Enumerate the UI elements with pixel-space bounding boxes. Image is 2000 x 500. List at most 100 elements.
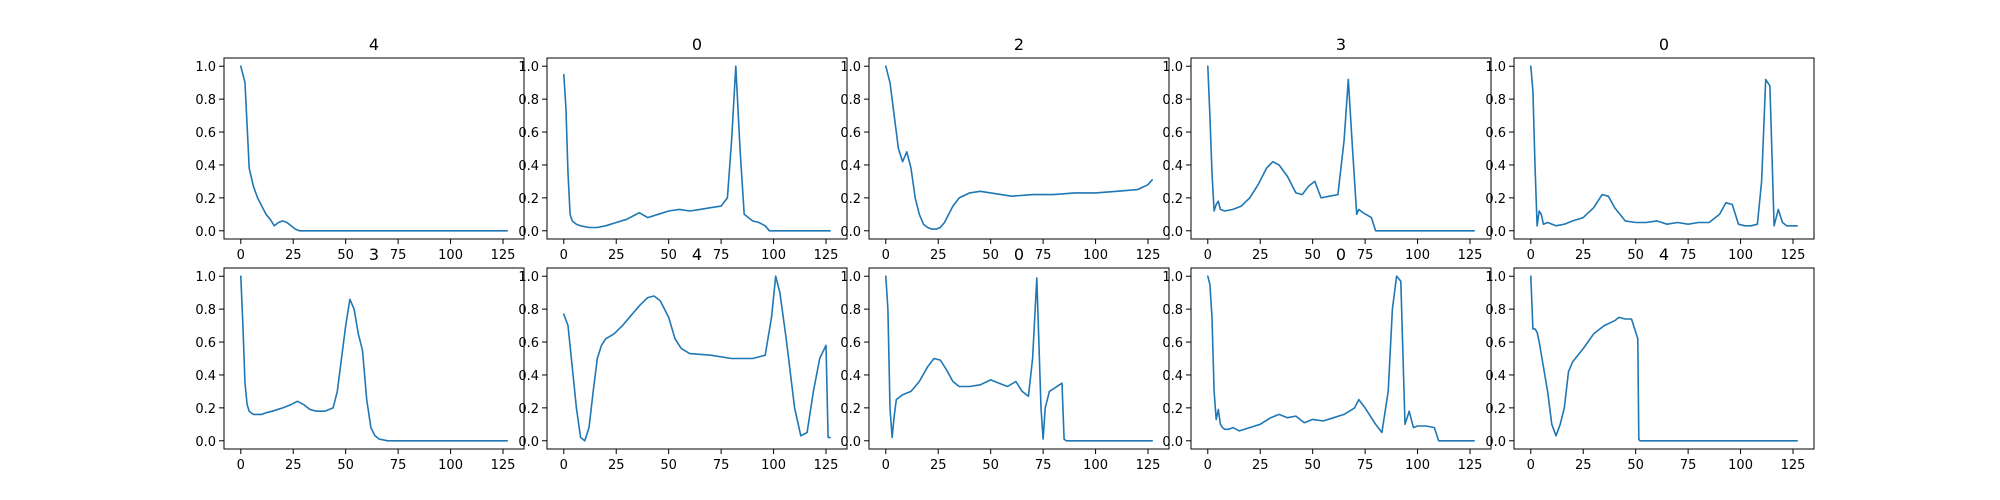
y-tick-label: 0.0 [195,435,216,450]
x-tick-label: 100 [1083,458,1108,473]
subplot-6: 3 0 25 50 75 100 125 0.0 0.2 0.4 0.6 0.8 1.0 [195,245,525,473]
y-tick-label: 0.2 [518,402,539,417]
x-tick-label: 25 [930,248,947,263]
x-tick-label: 50 [660,248,677,263]
y-tick-label: 0.2 [1485,192,1506,207]
x-tick-label: 75 [1035,458,1052,473]
x-tick-label: 75 [390,248,407,263]
y-tick-label: 0.0 [195,225,216,240]
y-tick-label: 0.2 [1485,402,1506,417]
x-tick-label: 75 [1035,248,1052,263]
subplot-title: 2 [1014,35,1024,54]
x-tick-label: 0 [882,458,890,473]
y-tick-label: 0.4 [518,369,539,384]
y-tick-label: 0.4 [1485,369,1506,384]
axes-frame [223,267,525,450]
x-tick-label: 125 [814,458,839,473]
x-tick-label: 100 [1405,248,1430,263]
x-tick-label: 100 [438,248,463,263]
x-tick-label: 100 [438,458,463,473]
y-tick-label: 0.6 [840,336,861,351]
y-tick-label: 0.4 [518,159,539,174]
subplot-title: 0 [692,35,702,54]
subplot-5: 0 0 25 50 75 100 125 0.0 0.2 0.4 0.6 0.8 1.0 [1485,35,1815,263]
x-tick-label: 125 [814,248,839,263]
subplot-title: 3 [369,245,379,264]
axes-frame [546,57,848,240]
y-tick-label: 0.6 [518,126,539,141]
x-tick-label: 50 [660,458,677,473]
y-tick-label: 0.8 [518,303,539,318]
series-line [562,275,832,442]
y-tick-label: 0.2 [1162,402,1183,417]
y-tick-label: 0.8 [840,303,861,318]
y-tick-label: 0.8 [195,93,216,108]
subplot-8: 0 0 25 50 75 100 125 0.0 0.2 0.4 0.6 0.8 1.0 [840,245,1170,473]
x-tick-label: 25 [1252,458,1269,473]
subplot-10: 4 0 25 50 75 100 125 0.0 0.2 0.4 0.6 0.8 1.0 [1485,245,1815,473]
x-tick-label: 75 [713,458,730,473]
y-tick-label: 0.8 [195,303,216,318]
y-tick-label: 0.6 [1162,336,1183,351]
x-tick-label: 0 [1204,458,1212,473]
y-tick-label: 0.8 [1162,303,1183,318]
x-tick-label: 100 [1728,248,1753,263]
y-tick-label: 0.4 [195,369,216,384]
series-line [884,275,1153,442]
subplot-title: 0 [1014,245,1024,264]
y-tick-label: 0.0 [518,435,539,450]
x-tick-label: 50 [1304,458,1321,473]
x-tick-label: 25 [1575,458,1592,473]
series-line [240,65,509,232]
x-tick-label: 0 [560,458,568,473]
y-tick-label: 1.0 [1485,270,1506,285]
y-tick-label: 0.4 [1485,159,1506,174]
x-tick-label: 50 [982,458,999,473]
x-tick-label: 100 [1405,458,1430,473]
x-tick-label: 25 [1252,248,1269,263]
y-tick-label: 0.4 [1162,369,1183,384]
x-tick-label: 0 [237,248,245,263]
y-tick-label: 1.0 [1162,270,1183,285]
series-line [562,65,832,232]
x-tick-label: 50 [337,458,354,473]
y-tick-label: 0.0 [840,435,861,450]
x-tick-label: 100 [1083,248,1108,263]
x-tick-label: 75 [1680,458,1697,473]
y-tick-label: 0.6 [518,336,539,351]
series-line [1207,275,1475,442]
y-tick-label: 1.0 [518,60,539,75]
subplot-2: 0 0 25 50 75 100 125 0.0 0.2 0.4 0.6 0.8 1.0 [518,35,848,263]
x-tick-label: 100 [1728,458,1753,473]
x-tick-label: 75 [1357,248,1374,263]
y-tick-label: 1.0 [518,270,539,285]
y-tick-label: 0.4 [195,159,216,174]
y-tick-label: 0.6 [1162,126,1183,141]
x-tick-label: 125 [1136,458,1161,473]
x-tick-label: 125 [491,248,516,263]
y-tick-label: 0.2 [840,402,861,417]
x-tick-label: 125 [491,458,516,473]
x-tick-label: 0 [1527,458,1535,473]
x-tick-label: 75 [1357,458,1374,473]
x-tick-label: 50 [1627,248,1644,263]
y-tick-label: 0.6 [840,126,861,141]
axes-frame [868,57,1170,240]
y-tick-label: 0.2 [518,192,539,207]
series-line [1530,275,1798,442]
y-tick-label: 1.0 [840,270,861,285]
y-tick-label: 0.6 [1485,336,1506,351]
axes-frame [1190,267,1492,450]
y-tick-label: 0.2 [1162,192,1183,207]
series-line [240,275,509,442]
series-line [1207,65,1475,232]
x-tick-label: 50 [337,248,354,263]
axes-frame [1190,57,1492,240]
axes-frame [1513,267,1815,450]
axes-frame [868,267,1170,450]
x-tick-label: 100 [761,458,786,473]
subplot-title: 4 [1659,245,1669,264]
x-tick-label: 50 [1627,458,1644,473]
y-tick-label: 0.0 [1485,225,1506,240]
